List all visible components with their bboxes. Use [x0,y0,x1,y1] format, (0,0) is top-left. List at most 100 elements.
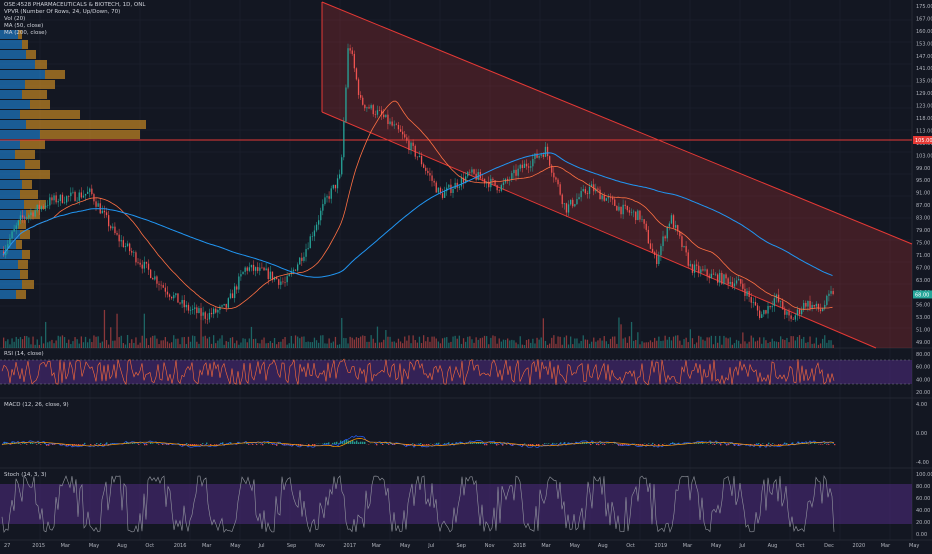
vp-row-up [0,50,26,59]
volume-bar [379,343,380,348]
candle-body [234,286,235,298]
stoch-label[interactable]: Stoch (14, 3, 3) [4,472,47,478]
volume-bar [486,336,487,348]
volume-bar [249,338,250,348]
time-tick-label: May [570,543,580,549]
volume-bar [719,336,720,348]
volume-bar [45,322,46,348]
candle-body [604,195,605,200]
time-tick-label: May [230,543,240,549]
candle-body [41,206,42,209]
volume-bar [320,335,321,348]
symbol-title[interactable]: OSE:4528 PHARMACEUTICALS & BIOTECH, 1D, … [4,2,145,9]
candle-body [230,293,231,298]
vpvr-label[interactable]: VPVR (Number Of Rows, 24, Up/Down, 70) [4,9,145,16]
candle-body [364,105,365,108]
volume-bar [297,337,298,348]
volume-bar [182,337,183,348]
volume-bar [415,340,416,348]
candle-body [501,185,502,191]
volume-bar [589,344,590,348]
volume-bar [318,343,319,348]
macd-histogram-bar [210,444,211,445]
candle-body [53,195,54,200]
volume-bar [192,336,193,348]
price-tick-label: 51.00 [916,328,930,334]
rsi-label[interactable]: RSI (14, close) [4,351,44,357]
candle-body [434,181,435,183]
candle-body [350,48,351,50]
volume-bar [473,343,474,348]
volume-bar [383,340,384,348]
candle-body [196,307,197,313]
candle-body [215,309,216,313]
candle-body [534,153,535,159]
volume-bar [650,340,651,348]
volume-bar [394,341,395,348]
macd-histogram-bar [652,443,653,444]
vp-row-down [35,60,47,69]
candle-body [60,195,61,201]
volume-bar [446,337,447,348]
ma50-label[interactable]: MA (50, close) [4,23,145,30]
candle-body [173,295,174,298]
candle-body [43,206,44,207]
volume-bar [436,338,437,348]
candle-body [574,204,575,206]
candle-body [583,189,584,191]
volume-bar [749,342,750,348]
volume-bar [549,344,550,348]
volume-bar [421,343,422,348]
volume-bar [690,329,691,348]
macd-histogram-bar [600,443,601,444]
volume-bar [711,336,712,348]
volume-bar [740,344,741,348]
volume-bar [656,341,657,348]
volume-bar [499,338,500,348]
volume-bar [310,342,311,348]
macd-histogram-bar [496,444,497,445]
ma200-label[interactable]: MA (200, close) [4,30,145,37]
volume-bar [331,343,332,348]
candle-body [473,169,474,173]
volume-bar [381,342,382,348]
macd-histogram-bar [772,443,773,444]
candle-body [140,263,141,265]
macd-histogram-bar [590,444,591,445]
volume-bar [234,343,235,348]
volume-bar [761,344,762,348]
volume-bar [497,344,498,348]
candle-body [371,105,372,108]
vol-label[interactable]: Vol (20) [4,16,145,23]
volume-bar [213,335,214,348]
candle-body [675,225,676,228]
candle-body [541,155,542,156]
price-tick-label: 153.00 [916,41,932,47]
candle-body [45,206,46,208]
macd-histogram-bar [146,444,147,445]
candle-body [436,183,437,193]
volume-bar [545,341,546,348]
macd-histogram-bar [436,443,437,444]
macd-histogram-bar [156,443,157,444]
candle-body [788,311,789,315]
volume-bar [669,337,670,348]
volume-bar [179,344,180,348]
macd-label[interactable]: MACD (12, 26, close, 9) [4,402,69,408]
candle-body [644,219,645,223]
price-tick-label: 56.00 [916,303,930,309]
candle-body [429,173,430,175]
candle-body [560,184,561,194]
volume-bar [341,318,342,348]
candle-body [545,147,546,157]
volume-bar [566,336,567,348]
volume-bar [614,336,615,348]
candle-body [14,229,15,232]
candle-body [169,295,170,297]
candle-body [772,306,773,307]
candle-body [587,193,588,194]
volume-bar [354,340,355,348]
price-tick-label: 53.00 [916,315,930,321]
